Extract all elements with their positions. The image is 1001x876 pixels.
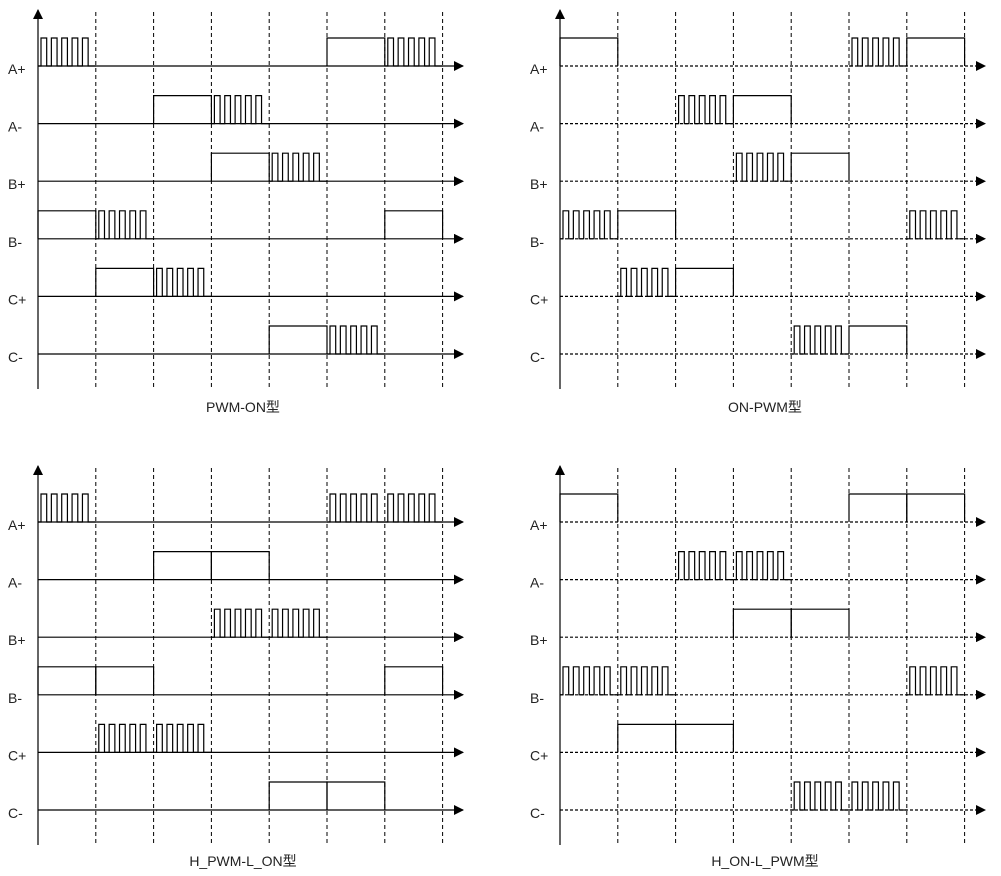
signal-label-c-plus: C+ <box>530 747 548 763</box>
signal-label-a-plus: A+ <box>8 517 26 533</box>
pwm-pulse-train <box>791 325 849 355</box>
on-pulse <box>95 267 155 297</box>
pwm-pulse-train <box>849 37 907 67</box>
on-pulse <box>326 37 386 66</box>
pwm-pulse-train <box>617 666 676 696</box>
signal-label-b-minus: B- <box>8 690 22 706</box>
pwm-pulse-train <box>38 37 96 67</box>
pwm-pulse-train <box>269 608 327 638</box>
panel-h-on-l-pwm: H_ON-L_PWM型 A+ A- B+ B- C+ C- <box>530 465 986 869</box>
signal-label-b-minus: B- <box>530 690 544 706</box>
on-pulse <box>675 723 734 753</box>
panel-h-pwm-l-on: H_PWM-L_ON型 A+ A- B+ B- C+ C- <box>8 465 464 869</box>
on-pulse <box>617 723 677 753</box>
panel-title: H_PWM-L_ON型 <box>189 853 296 869</box>
signal-label-b-plus: B+ <box>8 632 26 648</box>
signal-label-b-plus: B+ <box>530 176 548 192</box>
on-pulse <box>790 608 850 638</box>
pwm-pulse-train <box>675 551 734 581</box>
signal-label-c-plus: C+ <box>530 291 548 307</box>
signal-label-a-plus: A+ <box>530 517 548 533</box>
on-pulse <box>790 152 850 182</box>
signal-label-c-plus: C+ <box>8 747 26 763</box>
signal-label-a-minus: A- <box>530 575 544 591</box>
on-pulse <box>95 666 155 695</box>
pwm-pulse-train <box>153 267 212 297</box>
pwm-pulse-train <box>327 493 385 523</box>
pwm-pulse-train <box>733 551 792 581</box>
on-pulse <box>153 95 212 124</box>
on-pulse <box>617 210 677 239</box>
on-pulse <box>268 781 328 810</box>
signal-label-a-plus: A+ <box>530 61 548 77</box>
on-pulse <box>384 210 444 239</box>
pwm-pulse-train <box>327 325 385 355</box>
signal-label-c-minus: C- <box>8 349 23 365</box>
pwm-pulse-train <box>384 493 443 523</box>
signal-label-c-minus: C- <box>530 805 545 821</box>
signal-label-a-minus: A- <box>530 119 544 135</box>
on-pulse <box>210 551 270 580</box>
on-pulse <box>559 37 619 66</box>
pwm-pulse-train <box>733 152 792 182</box>
pwm-pulse-train <box>269 152 327 182</box>
panel-pwm-on: PWM-ON型 A+ A- B+ B- C+ C- <box>8 9 464 415</box>
pwm-pulse-train <box>675 95 734 125</box>
on-pulse <box>37 210 97 239</box>
on-pulse <box>37 666 97 695</box>
signal-label-c-minus: C- <box>530 349 545 365</box>
pwm-pulse-train <box>153 723 212 753</box>
on-pulse <box>153 551 212 580</box>
signal-label-b-plus: B+ <box>530 632 548 648</box>
signal-label-c-minus: C- <box>8 805 23 821</box>
on-pulse <box>732 95 792 124</box>
pwm-pulse-train <box>560 666 618 696</box>
on-pulse <box>906 37 966 66</box>
signal-label-a-minus: A- <box>8 575 22 591</box>
signal-label-a-minus: A- <box>8 119 22 135</box>
on-pulse <box>384 666 444 695</box>
signal-label-b-plus: B+ <box>8 176 26 192</box>
pwm-pulse-train <box>849 781 907 811</box>
panel-title: H_ON-L_PWM型 <box>711 853 818 869</box>
pwm-pulse-train <box>906 666 965 696</box>
on-pulse <box>559 493 619 522</box>
on-pulse <box>906 493 966 522</box>
pwm-pulse-train <box>384 37 443 67</box>
on-pulse <box>848 493 908 522</box>
pwm-pulse-train <box>211 608 270 638</box>
pwm-pulse-train <box>791 781 849 811</box>
on-pulse <box>326 781 386 810</box>
on-pulse <box>268 325 328 354</box>
signal-label-b-minus: B- <box>530 234 544 250</box>
pwm-pulse-train <box>211 95 270 125</box>
pwm-pulse-train <box>95 210 154 240</box>
panel-title: ON-PWM型 <box>728 399 802 415</box>
signal-label-b-minus: B- <box>8 234 22 250</box>
signal-label-c-plus: C+ <box>8 291 26 307</box>
on-pulse <box>848 325 908 354</box>
panel-title: PWM-ON型 <box>206 399 280 415</box>
pwm-pulse-train <box>38 493 96 523</box>
on-pulse <box>675 267 734 297</box>
signal-label-a-plus: A+ <box>8 61 26 77</box>
on-pulse <box>210 152 270 182</box>
pwm-pulse-train <box>906 210 965 240</box>
panel-on-pwm: ON-PWM型 A+ A- B+ B- C+ C- <box>530 9 986 415</box>
pwm-pulse-train <box>617 267 676 297</box>
pwm-pulse-train <box>560 210 618 240</box>
pwm-pulse-train <box>95 723 154 753</box>
on-pulse <box>732 608 792 638</box>
